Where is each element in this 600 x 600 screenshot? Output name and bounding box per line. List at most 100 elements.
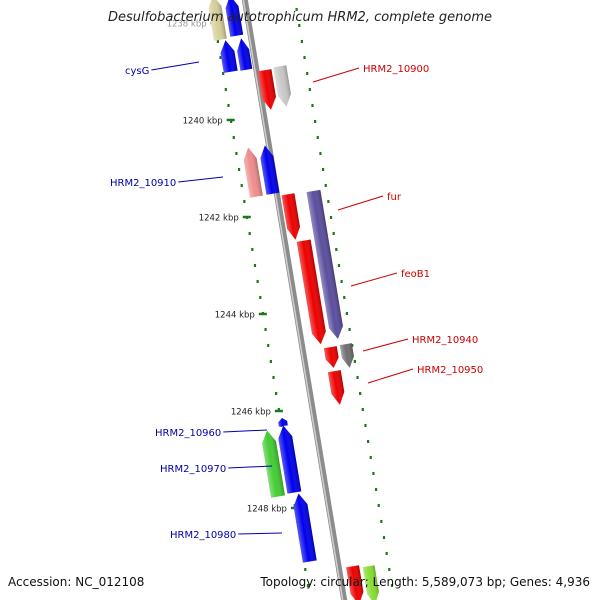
tick-dot [364,424,367,427]
gene-arrow-shading [362,565,379,600]
gene-label[interactable]: HRM2_10960 [155,428,221,439]
tick-dot [216,40,219,43]
tick-dot [377,504,380,507]
gene-label[interactable]: HRM2_10910 [110,178,176,189]
gene-arrow-shading [225,0,244,37]
gene-arrow[interactable] [242,146,263,198]
gene-arrow[interactable] [235,37,253,71]
tick-dot [337,264,341,267]
gene-label[interactable]: fur [387,192,402,203]
genome-backbone-highlight [242,0,344,600]
scale-tick-label: 1248 kbp [247,505,287,515]
tick-dot [388,568,391,571]
tick-dot [304,568,307,571]
tick-dot [311,104,314,107]
gene-arrow[interactable] [224,0,244,37]
tick-dot [390,584,394,587]
gene-arrow-shading [278,425,302,494]
tick-dot [264,328,267,331]
tick-dot [219,56,222,59]
gene-arrow[interactable] [339,343,356,369]
gene-arrow-shading [281,193,300,240]
tick-dot [306,584,310,587]
gene-label[interactable]: HRM2_10970 [160,464,226,475]
tick-dot [367,440,370,443]
gene-arrow[interactable] [323,346,340,369]
gene-label-leader [362,338,409,352]
gene-arrow[interactable] [276,424,302,494]
gene-arrow[interactable] [273,65,293,108]
tick-dot [306,72,309,75]
gene-label-leader [223,429,268,433]
gene-arrow-shading [208,0,227,41]
tick-dot [298,24,301,27]
tick-dot [272,376,275,379]
gene-label[interactable]: cysG [125,66,149,77]
tick-dot [329,216,333,219]
scale-tick-label: 1246 kbp [231,408,271,418]
gene-arrow[interactable] [219,39,238,73]
gene-arrow-shading [262,430,285,498]
scale-tick-label: 1240 kbp [183,117,223,127]
gene-arrow[interactable] [296,239,328,346]
tick-dot [275,392,278,395]
gene-arrow[interactable] [306,189,345,340]
tick-dot [235,152,238,155]
scale-tick-label: 1242 kbp [199,214,239,224]
accession-text: Accession: NC_012108 [8,575,145,589]
tick-dot [308,88,311,91]
gene-label-leader [151,61,200,71]
gene-arrow[interactable] [292,492,317,563]
summary-text: Topology: circular; Length: 5,589,073 bp… [260,575,590,589]
gene-arrow-shading [293,493,317,563]
tick-dot [314,120,317,123]
tick-dot [248,232,251,235]
gene-label[interactable]: HRM2_10980 [170,530,236,541]
gene-arrow[interactable] [327,370,346,406]
gene-arrow-shading [339,343,354,368]
gene-label-leader [367,368,414,384]
tick-dot [353,360,356,363]
tick-dot [361,408,364,411]
gene-arrow[interactable] [257,69,278,111]
gene-label[interactable]: HRM2_10940 [412,335,478,346]
gene-arrow[interactable] [281,193,302,241]
tick-dot [232,136,235,139]
gene-arrow-shading [237,38,253,71]
scale-tick-label: 1244 kbp [215,311,255,321]
tick-dot [316,136,319,139]
tick-dot [222,72,225,75]
gene-arrow-shading [220,40,238,73]
tick-dot [277,408,280,411]
gene-arrow-shading [278,418,288,427]
gene-arrow-shading [346,565,364,600]
tick-dot [327,200,330,203]
gene-label[interactable]: HRM2_10900 [363,64,429,75]
tick-dot [324,184,327,187]
tick-dot [237,168,241,171]
gene-arrow-shading [243,147,263,198]
gene-arrow[interactable] [278,417,288,427]
gene-arrow-shading [323,346,339,368]
tick-dot [253,264,257,267]
gene-arrow[interactable] [346,565,365,600]
tick-dot [356,376,359,379]
gene-label-leader [350,272,398,287]
gene-arrow[interactable] [362,565,381,600]
map-title: Desulfobacterium autotrophicum HRM2, com… [107,10,493,25]
gene-label[interactable]: feoB1 [401,269,430,280]
gene-arrow[interactable] [258,144,280,195]
gene-arrow[interactable] [207,0,227,41]
tick-dot [351,344,354,347]
tick-dot [359,392,362,395]
gene-label[interactable]: HRM2_10950 [417,365,483,376]
gene-arrow-shading [296,239,326,345]
gene-arrow[interactable] [260,429,285,498]
tick-dot [321,168,325,171]
tick-dot [256,280,259,283]
gene-label-leader [228,465,273,469]
gene-arrow-shading [260,145,280,195]
gene-arrow-shading [327,370,345,405]
tick-dot [251,248,254,251]
tick-dot [372,472,375,475]
